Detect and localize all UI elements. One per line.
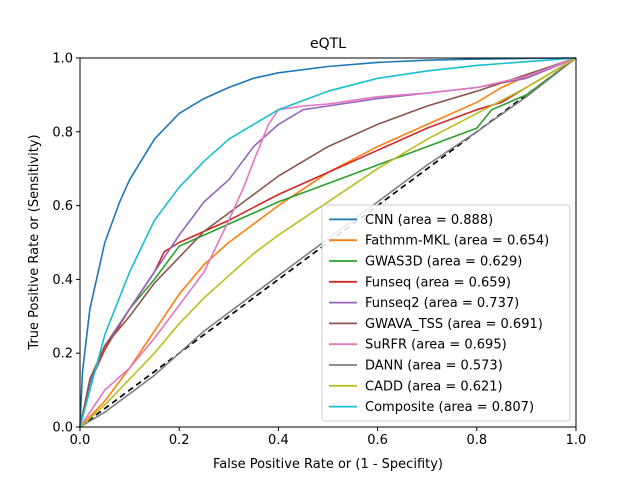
y-tick-label: 0.2 xyxy=(52,347,73,362)
legend-entry-label: Funseq2 (area = 0.737) xyxy=(365,296,519,311)
y-tick-label: 1.0 xyxy=(52,52,73,67)
y-tick-label: 0.4 xyxy=(52,273,73,288)
legend: CNN (area = 0.888) Fathmm-MKL (area = 0.6… xyxy=(321,204,571,422)
y-tick-label: 0.0 xyxy=(52,421,73,436)
x-axis-label: False Positive Rate or (1 - Specifity) xyxy=(213,457,443,472)
y-axis-label: True Positive Rate or (Sensitivity) xyxy=(27,134,42,350)
legend-entry-label: Funseq (area = 0.659) xyxy=(365,275,511,290)
series-line-fathmm-mkl xyxy=(79,57,577,428)
legend-entry-label: GWAVA_TSS (area = 0.691) xyxy=(365,317,543,332)
series-line-gwava-tss xyxy=(79,57,577,428)
x-tick-label: 1.0 xyxy=(566,433,587,448)
series-line-surfr xyxy=(79,57,577,428)
legend-entry-label: CNN (area = 0.888) xyxy=(365,213,493,228)
x-tick-label: 0.0 xyxy=(70,433,91,448)
x-tick-label: 0.8 xyxy=(466,433,487,448)
series-layer xyxy=(79,57,577,428)
legend-entry-label: Fathmm-MKL (area = 0.654) xyxy=(365,234,549,249)
tick-layer: 0.0 0.2 0.4 0.6 0.8 1.0 0.0 0.2 0.4 0.6 0.8 1.0 xyxy=(52,52,586,449)
series-line-composite xyxy=(79,57,577,428)
legend-entry-label: DANN (area = 0.573) xyxy=(365,359,503,374)
legend-entry-label: Composite (area = 0.807) xyxy=(365,400,534,415)
legend-entry-label: GWAS3D (area = 0.629) xyxy=(365,255,522,270)
x-tick-label: 0.6 xyxy=(367,433,388,448)
legend-entry-label: SuRFR (area = 0.695) xyxy=(365,338,507,353)
series-line-cnn xyxy=(79,57,577,428)
series-line-cadd xyxy=(79,57,577,428)
y-tick-label: 0.8 xyxy=(52,125,73,140)
plot-frame xyxy=(79,57,577,428)
y-tick-label: 0.6 xyxy=(52,199,73,214)
legend-box xyxy=(321,204,571,422)
x-tick-label: 0.4 xyxy=(268,433,289,448)
chart-title: eQTL xyxy=(310,36,346,52)
legend-entry-label: CADD (area = 0.621) xyxy=(365,379,503,394)
series-line-dann xyxy=(79,57,577,428)
x-tick-label: 0.2 xyxy=(169,433,190,448)
